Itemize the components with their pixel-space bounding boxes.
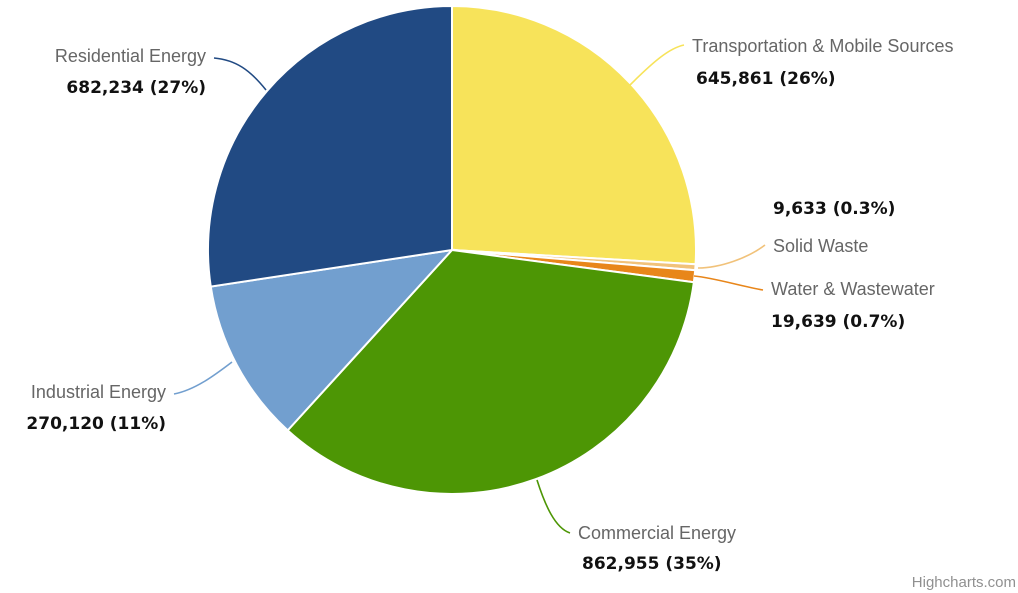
connector-residential-energy: [213, 57, 267, 91]
connector-water-and-wastewater: [693, 275, 764, 291]
slice-value-commercial-energy: 862,955 (35%): [582, 554, 722, 574]
connector-commercial-energy: [536, 479, 571, 534]
connector-transportation-and-mobile-sources: [629, 44, 685, 86]
slice-label-commercial-energy: Commercial Energy: [578, 523, 736, 543]
slice-value-residential-energy: 682,234 (27%): [66, 78, 206, 98]
pie-slice-commercial-energy[interactable]: [286, 248, 695, 495]
label-connectors: [173, 44, 766, 534]
slice-label-transportation-and-mobile-sources: Transportation & Mobile Sources: [692, 36, 953, 56]
slice-label-residential-energy: Residential Energy: [55, 46, 206, 66]
slice-value-solid-waste: 9,633 (0.3%): [773, 199, 895, 219]
slice-label-industrial-energy: Industrial Energy: [31, 382, 166, 402]
slice-value-water-and-wastewater: 19,639 (0.7%): [771, 312, 905, 332]
connector-industrial-energy: [173, 361, 233, 395]
connector-solid-waste: [697, 244, 766, 269]
slice-label-solid-waste: Solid Waste: [773, 236, 868, 256]
slice-labels: Transportation & Mobile Sources 645,861 (…: [26, 36, 953, 574]
pie-slice-industrial-energy[interactable]: [209, 248, 455, 432]
slice-value-industrial-energy: 270,120 (11%): [26, 414, 166, 434]
pie-slice-residential-energy[interactable]: [207, 4, 453, 288]
credit-link[interactable]: Highcharts.com: [912, 574, 1016, 591]
pie-slices: [207, 4, 697, 495]
pie-slice-transportation-and-mobile-sources[interactable]: [451, 4, 697, 266]
slice-value-transportation-and-mobile-sources: 645,861 (26%): [696, 69, 836, 89]
slice-label-water-and-wastewater: Water & Wastewater: [771, 279, 935, 299]
